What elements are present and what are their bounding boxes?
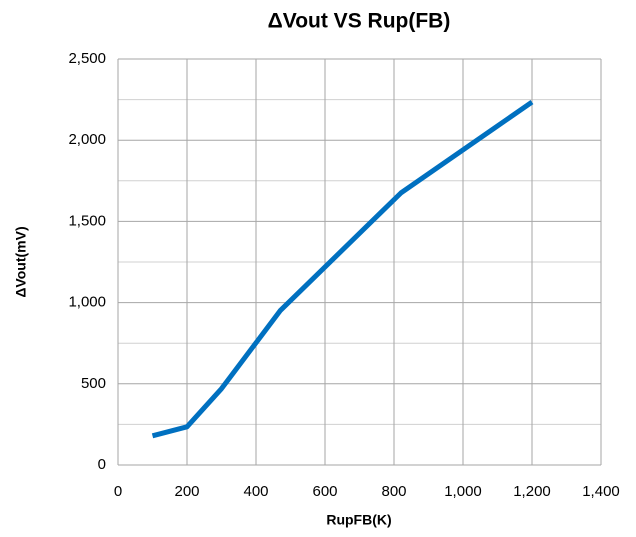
x-tick-label: 1,400 xyxy=(582,483,620,500)
chart-title: ΔVout VS Rup(FB) xyxy=(268,10,451,33)
x-axis-title: RupFB(K) xyxy=(326,512,391,528)
y-tick-label: 2,000 xyxy=(68,131,106,148)
y-axis-title: ΔVout(mV) xyxy=(13,226,29,297)
x-tick-label: 0 xyxy=(114,483,122,500)
y-tick-label: 0 xyxy=(98,456,106,473)
x-tick-label: 600 xyxy=(312,483,337,500)
x-tick-label: 400 xyxy=(243,483,268,500)
y-tick-label: 2,500 xyxy=(68,50,106,67)
x-tick-label: 200 xyxy=(174,483,199,500)
y-tick-label: 1,000 xyxy=(68,294,106,311)
data-line xyxy=(151,99,534,439)
x-tick-label: 800 xyxy=(381,483,406,500)
y-tick-label: 500 xyxy=(81,375,106,392)
x-tick-label: 1,000 xyxy=(444,483,482,500)
x-tick-label: 1,200 xyxy=(513,483,551,500)
y-tick-label: 1,500 xyxy=(68,212,106,229)
